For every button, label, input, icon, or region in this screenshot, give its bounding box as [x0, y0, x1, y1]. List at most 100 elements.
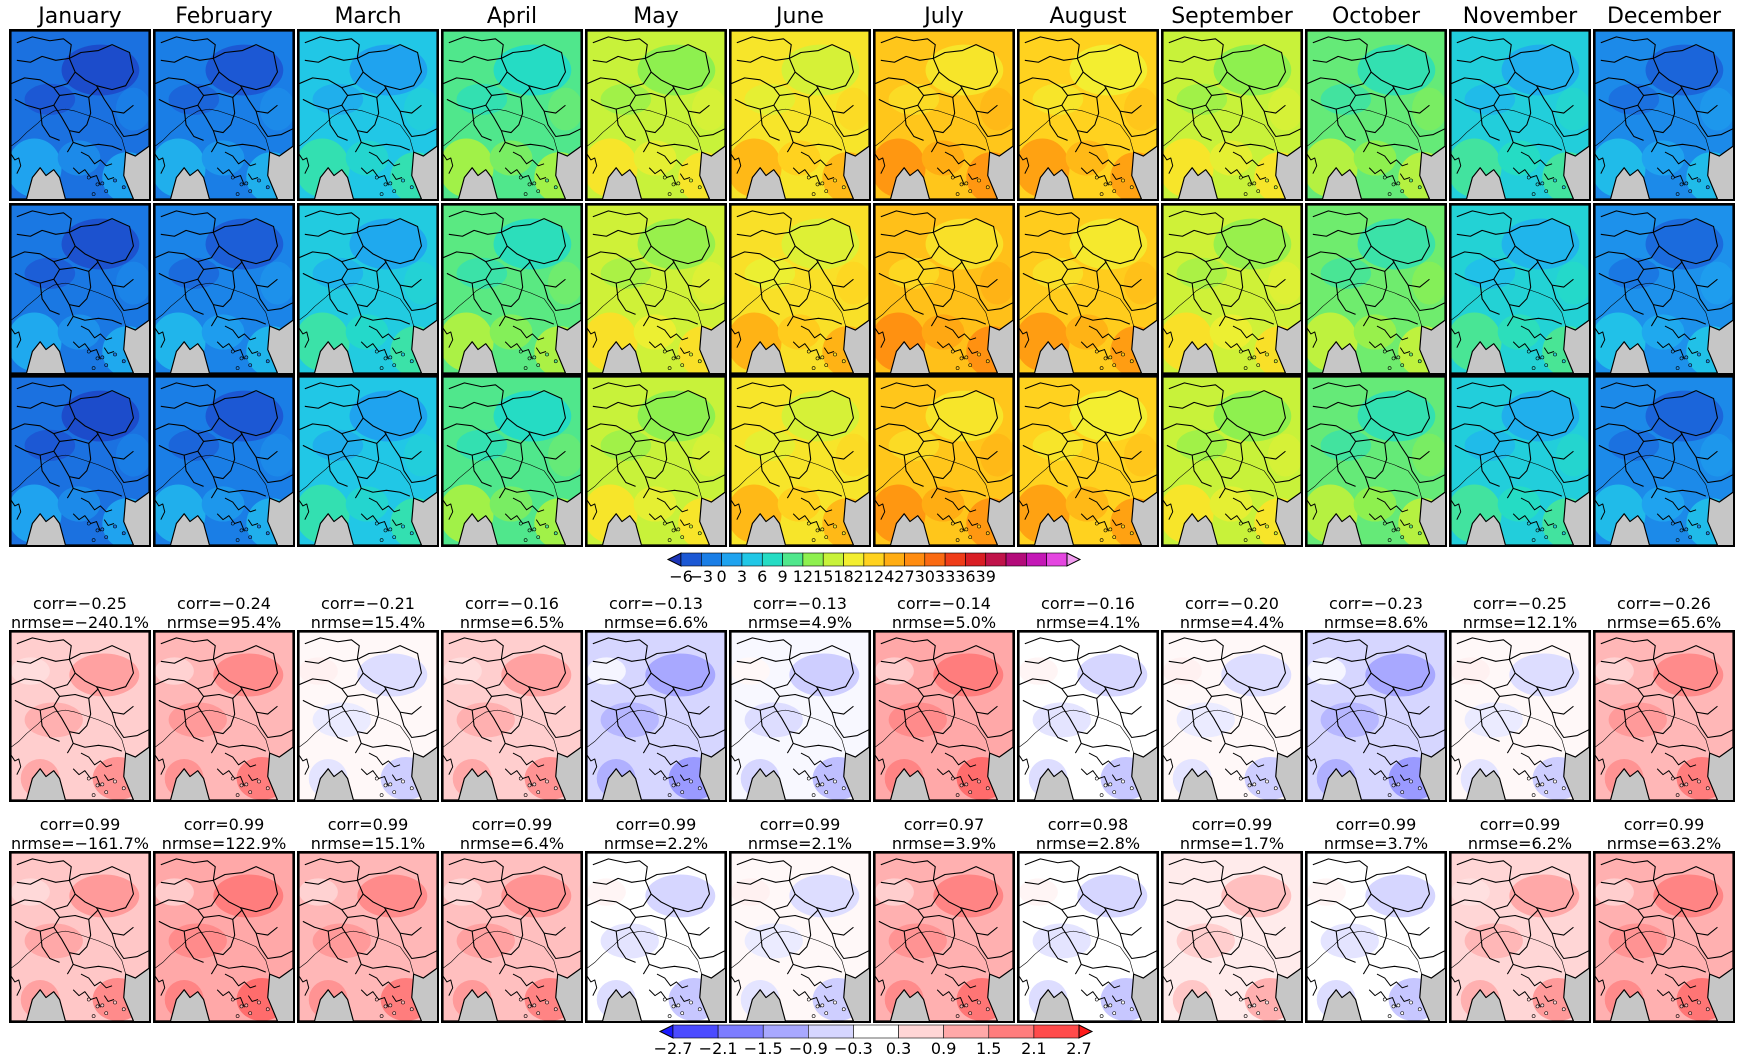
nrmse-label: nrmse=12.1%	[1462, 613, 1578, 632]
temperature-panel	[1593, 203, 1735, 375]
corr-label: corr=0.99	[471, 815, 553, 834]
temperature-panel	[297, 203, 439, 375]
corr-label: corr=0.99	[183, 815, 265, 834]
bias-map	[155, 853, 293, 1021]
month-label-april: April	[486, 4, 538, 29]
nrmse-label: nrmse=15.1%	[310, 834, 426, 853]
temperature-map	[875, 377, 1013, 545]
bias-panel	[1017, 630, 1159, 802]
temperature-panel	[1449, 203, 1591, 375]
bias-panel	[873, 851, 1015, 1023]
month-label-january: January	[38, 4, 122, 29]
colorbar-tick-label: 21	[853, 567, 875, 586]
nrmse-label: nrmse=2.2%	[603, 834, 709, 853]
temperature-map	[155, 31, 293, 199]
bias-map	[587, 853, 725, 1021]
nrmse-label: nrmse=95.4%	[166, 613, 282, 632]
temperature-map	[11, 205, 149, 373]
temperature-map	[1163, 31, 1301, 199]
corr-label: corr=−0.14	[897, 594, 991, 613]
temperature-map	[731, 205, 869, 373]
month-label-july: July	[924, 4, 964, 29]
colorbar-tick-label: 0.9	[930, 1039, 957, 1058]
corr-label: corr=−0.25	[33, 594, 127, 613]
temperature-panel	[441, 29, 583, 201]
temperature-panel	[1161, 29, 1303, 201]
temperature-panel	[729, 375, 871, 547]
bias-panel	[441, 630, 583, 802]
temperature-panel	[1161, 203, 1303, 375]
temperature-map	[731, 31, 869, 199]
bias-map	[731, 632, 869, 800]
temperature-map	[155, 205, 293, 373]
temperature-map	[1163, 377, 1301, 545]
bias-map	[155, 632, 293, 800]
bias-map	[1451, 853, 1589, 1021]
bias-panel	[729, 630, 871, 802]
month-label-december: December	[1606, 4, 1722, 29]
corr-label: corr=−0.25	[1473, 594, 1567, 613]
colorbar-tick-label: −2.7	[653, 1039, 693, 1058]
temperature-panel	[441, 203, 583, 375]
colorbar-tick-label: 30	[914, 567, 935, 586]
nrmse-label: nrmse=63.2%	[1606, 834, 1722, 853]
colorbar-tick-label: −3	[689, 567, 714, 586]
colorbar-tick-label: 15	[813, 567, 834, 586]
bias-map	[1595, 853, 1733, 1021]
temperature-panel	[585, 375, 727, 547]
colorbar-tick-label: 24	[873, 567, 895, 586]
colorbar-tick-label: 33	[934, 567, 956, 586]
temperature-panel	[1593, 29, 1735, 201]
temperature-panel	[729, 29, 871, 201]
bias-map	[443, 853, 581, 1021]
temperature-panel	[1161, 375, 1303, 547]
bias-panel	[585, 630, 727, 802]
bias-panel	[729, 851, 871, 1023]
temperature-panel	[153, 375, 295, 547]
bias-map	[11, 632, 149, 800]
colorbar-tick-label: 2.1	[1021, 1039, 1047, 1058]
month-label-march: March	[334, 4, 402, 29]
temperature-map	[1451, 377, 1589, 545]
colorbar-tick-label: −0.9	[788, 1039, 828, 1058]
bias-map	[875, 853, 1013, 1021]
bias-map	[731, 853, 869, 1021]
bias-panel	[1593, 630, 1735, 802]
corr-label: corr=0.97	[903, 815, 985, 834]
temperature-panel	[873, 375, 1015, 547]
nrmse-label: nrmse=4.1%	[1035, 613, 1141, 632]
temperature-map	[1019, 205, 1157, 373]
corr-label: corr=−0.21	[321, 594, 415, 613]
temperature-map	[587, 377, 725, 545]
bias-map	[1595, 632, 1733, 800]
nrmse-label: nrmse=8.6%	[1323, 613, 1429, 632]
corr-label: corr=0.99	[615, 815, 697, 834]
temperature-map	[1307, 31, 1445, 199]
bias-panel	[1593, 851, 1735, 1023]
nrmse-label: nrmse=6.6%	[603, 613, 709, 632]
bias-map	[299, 632, 437, 800]
colorbar-tick-label: 3	[736, 567, 748, 586]
colorbar-tick-label: 2.7	[1066, 1039, 1092, 1058]
month-label-june: June	[776, 4, 824, 29]
bias-map	[1451, 632, 1589, 800]
nrmse-label: nrmse=−161.7%	[10, 834, 150, 853]
bias-map	[11, 853, 149, 1021]
corr-label: corr=−0.13	[609, 594, 703, 613]
corr-label: corr=−0.24	[177, 594, 271, 613]
nrmse-label: nrmse=6.2%	[1467, 834, 1573, 853]
temperature-map	[299, 205, 437, 373]
temperature-colorbar: −6 −3 0 3 6 9 12 15 18 21 24 27 30 33 36 39	[666, 552, 1082, 588]
bias-colorbar: −2.7 −2.1 −1.5 −0.9 −0.3 0.3 0.9 1.5 2.1 2.7	[654, 1024, 1094, 1060]
corr-label: corr=0.99	[327, 815, 409, 834]
bias-panel	[153, 630, 295, 802]
temperature-panel	[1017, 375, 1159, 547]
temperature-panel	[1305, 375, 1447, 547]
temperature-panel	[585, 203, 727, 375]
colorbar-tick-label: −1.5	[743, 1039, 783, 1058]
colorbar-tick-label: 12	[792, 567, 814, 586]
temperature-map	[875, 31, 1013, 199]
temperature-panel	[441, 375, 583, 547]
corr-label: corr=0.99	[39, 815, 121, 834]
